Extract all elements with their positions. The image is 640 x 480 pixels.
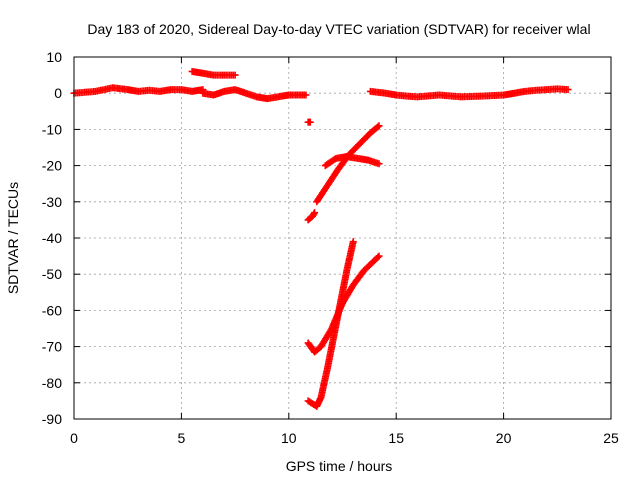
y-tick-label: -60 [42, 302, 62, 318]
data-point [564, 86, 572, 94]
x-tick-label: 5 [178, 430, 186, 446]
data-point [374, 123, 382, 131]
y-tick-label: -50 [42, 266, 62, 282]
data-point [375, 252, 383, 260]
x-tick-label: 10 [281, 430, 297, 446]
y-tick-label: 10 [46, 49, 62, 65]
x-tick-label: 20 [496, 430, 512, 446]
grid-lines [74, 57, 611, 419]
y-tick-label: -20 [42, 158, 62, 174]
data-point [311, 209, 319, 217]
y-tick-label: -30 [42, 194, 62, 210]
x-tick-label: 25 [603, 430, 619, 446]
data-point [306, 118, 314, 126]
data-points [70, 67, 572, 410]
data-point [231, 71, 239, 79]
y-tick-label: -10 [42, 121, 62, 137]
data-point [374, 253, 382, 261]
data-point [375, 160, 383, 168]
x-axis-label: GPS time / hours [286, 458, 393, 474]
y-tick-label: -90 [42, 411, 62, 427]
y-tick-label: -80 [42, 375, 62, 391]
y-axis-label: SDTVAR / TECUs [5, 182, 21, 294]
data-point [302, 91, 310, 99]
tick-labels: 0 5 10 15 20 25 10 0 -10 -20 -30 -40 -50 -60 -70 -80 -90 [42, 49, 619, 446]
y-tick-label: -70 [42, 339, 62, 355]
chart-title: Day 183 of 2020, Sidereal Day-to-day VTE… [87, 21, 590, 37]
data-point [375, 122, 383, 130]
x-tick-label: 15 [388, 430, 404, 446]
y-tick-label: 0 [54, 85, 62, 101]
plot-frame [73, 56, 612, 420]
y-tick-label: -40 [42, 230, 62, 246]
x-tick-label: 0 [70, 430, 78, 446]
data-point [349, 238, 357, 246]
